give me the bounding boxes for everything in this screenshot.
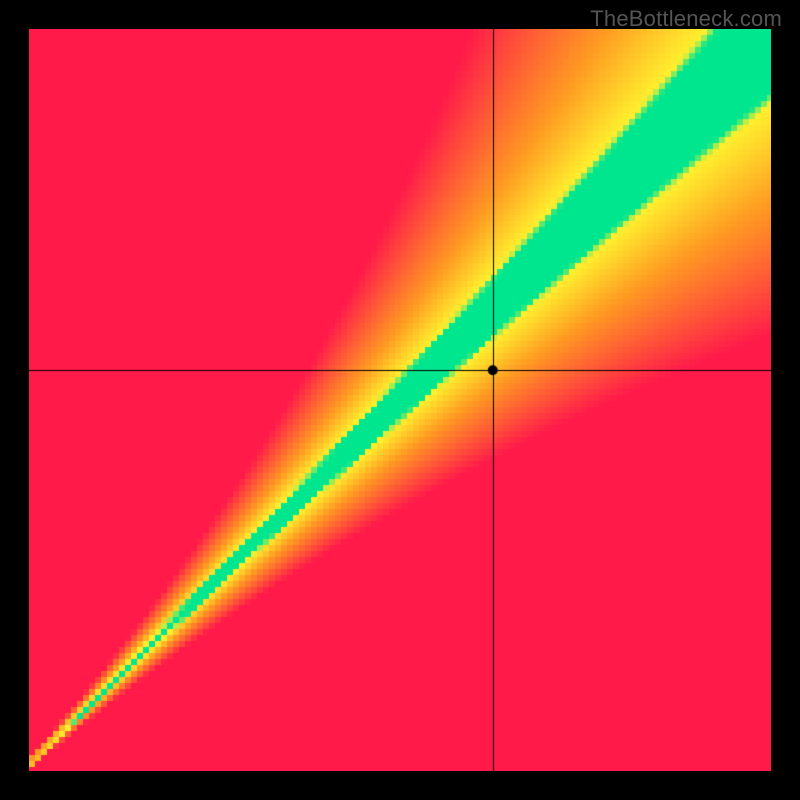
- heatmap-plot: [29, 29, 771, 771]
- watermark-text: TheBottleneck.com: [590, 6, 782, 32]
- heatmap-canvas: [29, 29, 771, 771]
- chart-container: TheBottleneck.com: [0, 0, 800, 800]
